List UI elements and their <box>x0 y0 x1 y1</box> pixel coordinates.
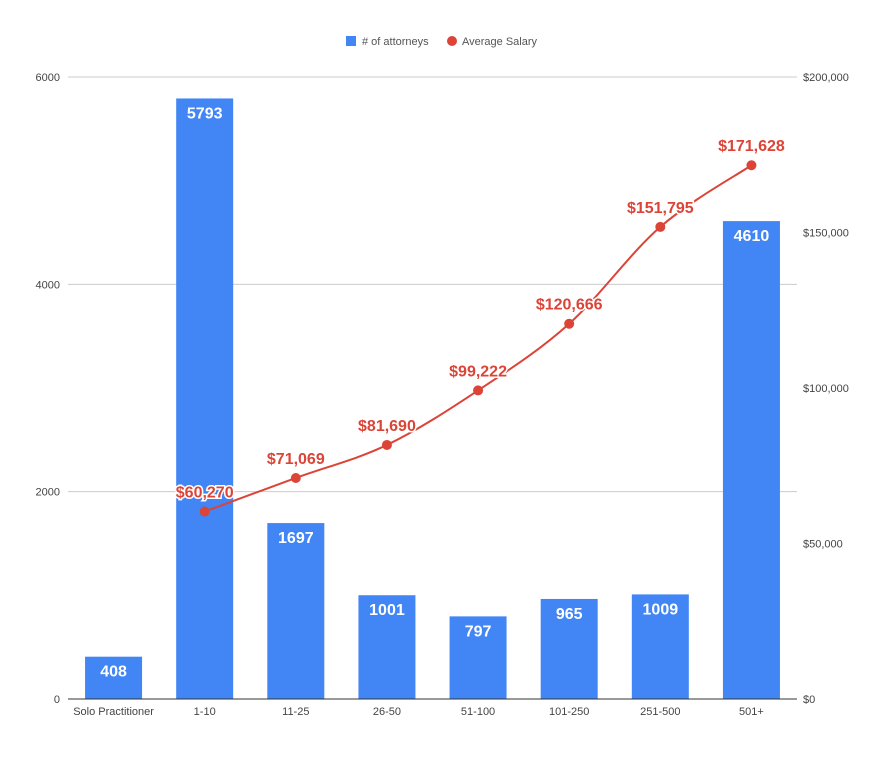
x-tick-label: Solo Practitioner <box>73 706 154 718</box>
salary-data-label: $120,666 <box>536 297 603 314</box>
bar-data-label: 1009 <box>643 601 679 618</box>
y-right-tick-label: $200,000 <box>803 72 849 84</box>
y-right-tick-label: $100,000 <box>803 383 849 395</box>
axes: 0 2000 4000 6000 $0 $50,000 $100,000 $150,000 $2… <box>36 72 849 718</box>
bar <box>540 598 598 699</box>
salary-point <box>290 472 301 483</box>
bar-data-label: 408 <box>100 664 127 681</box>
bar-data-label: 965 <box>556 606 583 623</box>
legend-swatch-salary <box>447 36 457 46</box>
salary-data-label: $81,690 <box>358 418 416 435</box>
salary-line <box>199 160 757 517</box>
x-tick-label: 501+ <box>739 706 764 718</box>
bar <box>449 616 507 699</box>
x-tick-label: 101-250 <box>549 706 589 718</box>
salary-point <box>199 506 210 517</box>
x-tick-label: 51-100 <box>461 706 495 718</box>
y-left-tick-label: 2000 <box>36 487 60 499</box>
legend: # of attorneys Average Salary <box>346 36 538 48</box>
bar <box>631 594 689 699</box>
bar <box>722 221 780 699</box>
salary-point <box>473 385 484 396</box>
salary-point <box>655 221 666 232</box>
x-tick-label: 1-10 <box>194 706 216 718</box>
bar-data-label: 5793 <box>187 105 223 122</box>
salary-data-label: $71,069 <box>267 451 325 468</box>
y-left-tick-label: 6000 <box>36 72 60 84</box>
bars <box>85 98 780 700</box>
legend-swatch-attorneys <box>346 36 356 46</box>
bar-data-label: 4610 <box>734 228 770 245</box>
legend-label-salary: Average Salary <box>462 36 538 48</box>
legend-label-attorneys: # of attorneys <box>362 36 429 48</box>
x-tick-label: 251-500 <box>640 706 680 718</box>
salary-data-label: $60,270 <box>176 485 234 502</box>
bar-data-label: 797 <box>465 623 492 640</box>
salary-data-label: $151,795 <box>627 200 694 217</box>
y-left-tick-label: 4000 <box>36 279 60 291</box>
x-tick-label: 11-25 <box>282 706 309 718</box>
y-right-tick-label: $50,000 <box>803 539 843 551</box>
y-right-tick-label: $0 <box>803 694 815 706</box>
salary-point <box>564 318 575 329</box>
salary-data-label: $171,628 <box>718 138 785 155</box>
salary-point <box>746 160 757 171</box>
bar <box>358 595 416 699</box>
salary-data-label: $99,222 <box>449 363 507 380</box>
salary-point <box>381 439 392 450</box>
x-tick-label: 26-50 <box>373 706 401 718</box>
y-left-tick-label: 0 <box>54 694 60 706</box>
bar-data-label: 1697 <box>278 530 314 547</box>
bar <box>85 656 143 699</box>
bar <box>176 98 234 700</box>
data-labels: 408 5793 1697 1001 797 965 1009 4610 $60,270 $71,… <box>100 105 786 681</box>
bar <box>267 523 325 699</box>
bar-data-label: 1001 <box>369 602 405 619</box>
y-right-tick-label: $150,000 <box>803 228 849 240</box>
